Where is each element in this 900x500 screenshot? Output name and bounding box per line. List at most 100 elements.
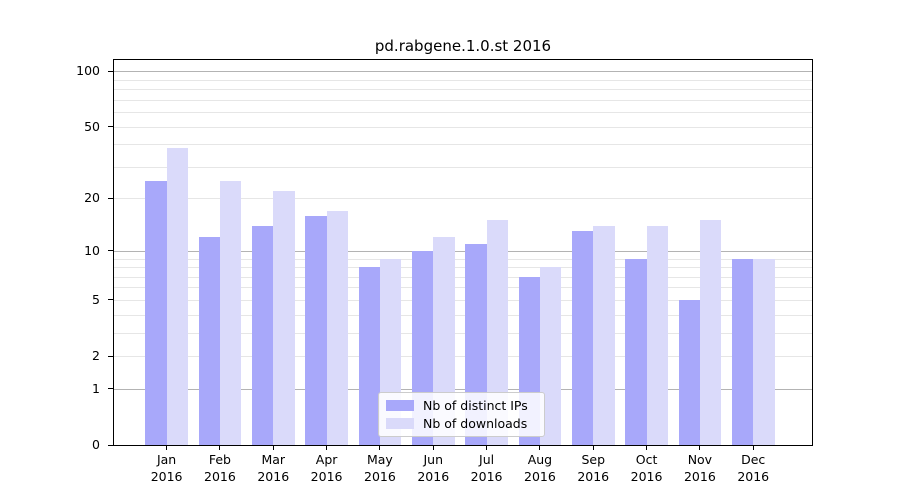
y-tick-50 (108, 126, 113, 128)
gridline-major-10 (114, 250, 812, 252)
plot-area (113, 59, 813, 446)
x-tick-sep (592, 446, 594, 450)
y-tick-20 (108, 197, 113, 199)
gridline-minor-4 (114, 314, 812, 316)
y-tick-label-20: 20 (84, 190, 100, 206)
x-tick-label-mar: Mar 2016 (245, 451, 301, 485)
gridline-minor-3 (114, 332, 812, 334)
y-tick-2 (108, 355, 113, 357)
bar-nb-of-distinct-ips-apr (305, 215, 327, 445)
gridline-minor-50 (114, 126, 812, 128)
bar-nb-of-downloads-feb (219, 181, 242, 445)
legend-entry-downloads: Nb of downloads (386, 416, 544, 431)
x-tick-label-nov: Nov 2016 (672, 451, 728, 485)
x-tick-year-apr: 2016 (310, 469, 343, 484)
y-tick-label-1: 1 (92, 380, 100, 396)
x-tick-label-oct: Oct 2016 (619, 451, 675, 485)
bar-nb-of-distinct-ips-jan (145, 181, 167, 445)
bar-nb-of-downloads-jan (166, 148, 188, 445)
x-tick-year-sep: 2016 (577, 469, 610, 484)
x-tick-year-mar: 2016 (257, 469, 290, 484)
gridline-minor-70 (114, 99, 812, 101)
x-tick-month-aug: Aug (527, 452, 553, 467)
x-tick-month-nov: Nov (687, 452, 713, 467)
x-tick-year-dec: 2016 (737, 469, 770, 484)
x-tick-label-feb: Feb 2016 (192, 451, 248, 485)
x-tick-month-feb: Feb (208, 452, 231, 467)
y-tick-label-50: 50 (84, 118, 100, 134)
x-tick-apr (326, 446, 328, 450)
y-tick-label-10: 10 (84, 242, 100, 258)
x-tick-year-jan: 2016 (150, 469, 183, 484)
gridline-minor-30 (114, 166, 812, 168)
gridline-minor-80 (114, 89, 812, 91)
x-tick-label-jul: Jul 2016 (459, 451, 515, 485)
bar-nb-of-distinct-ips-oct (625, 258, 647, 445)
x-tick-jan (166, 446, 168, 450)
x-tick-aug (539, 446, 541, 450)
x-tick-year-nov: 2016 (683, 469, 716, 484)
gridline-minor-6 (114, 287, 812, 289)
x-tick-jun (432, 446, 434, 450)
x-tick-label-dec: Dec 2016 (725, 451, 781, 485)
bar-nb-of-distinct-ips-nov (678, 299, 700, 445)
x-tick-jul (486, 446, 488, 450)
legend-label-downloads: Nb of downloads (423, 416, 528, 431)
y-tick-label-5: 5 (92, 291, 100, 307)
gridline-minor-5 (114, 299, 812, 301)
gridline-minor-40 (114, 144, 812, 146)
legend-swatch-downloads (386, 418, 414, 429)
x-tick-month-oct: Oct (635, 452, 658, 467)
x-tick-mar (272, 446, 274, 450)
bar-nb-of-distinct-ips-sep (571, 231, 594, 445)
y-tick-5 (108, 299, 113, 301)
x-tick-year-oct: 2016 (630, 469, 663, 484)
bar-nb-of-distinct-ips-may (358, 267, 380, 445)
bar-nb-of-downloads-mar (273, 191, 295, 445)
legend: Nb of distinct IPs Nb of downloads (378, 392, 545, 437)
bar-nb-of-downloads-dec (753, 258, 775, 445)
x-tick-dec (752, 446, 754, 450)
bar-nb-of-downloads-nov (699, 220, 722, 445)
x-tick-year-jun: 2016 (417, 469, 450, 484)
y-tick-10 (108, 250, 113, 252)
y-tick-label-0: 0 (92, 437, 100, 452)
x-tick-feb (219, 446, 221, 450)
y-tick-label-100: 100 (76, 63, 100, 79)
x-tick-label-apr: Apr 2016 (299, 451, 355, 485)
x-tick-oct (646, 446, 648, 450)
gridline-minor-20 (114, 198, 812, 200)
x-tick-month-may: May (366, 452, 393, 467)
x-tick-nov (699, 446, 701, 450)
gridline-minor-90 (114, 79, 812, 81)
bar-nb-of-downloads-oct (646, 225, 668, 445)
gridline-major-100 (114, 71, 812, 73)
y-tick-0 (108, 444, 113, 446)
gridline-minor-7 (114, 276, 812, 278)
chart-title: pd.rabgene.1.0.st 2016 (374, 37, 552, 55)
gridline-minor-2 (114, 356, 812, 358)
x-tick-year-may: 2016 (364, 469, 396, 484)
bar-nb-of-distinct-ips-feb (198, 237, 220, 445)
bar-nb-of-distinct-ips-mar (251, 225, 274, 445)
x-tick-label-jun: Jun 2016 (405, 451, 461, 485)
bar-nb-of-downloads-apr (326, 210, 348, 445)
x-tick-year-jul: 2016 (470, 469, 503, 484)
x-tick-label-aug: Aug 2016 (512, 451, 568, 485)
x-tick-label-jan: Jan 2016 (139, 451, 195, 485)
x-tick-month-apr: Apr (315, 452, 338, 467)
x-tick-month-jun: Jun (423, 452, 444, 467)
x-tick-may (379, 446, 381, 450)
gridline-major-1 (114, 388, 812, 390)
gridline-minor-8 (114, 267, 812, 269)
x-tick-label-sep: Sep 2016 (565, 451, 621, 485)
bar-nb-of-downloads-aug (539, 267, 562, 445)
x-tick-month-jan: Jan (156, 452, 177, 467)
legend-label-distinct-ips: Nb of distinct IPs (423, 398, 528, 413)
bar-nb-of-downloads-jul (486, 220, 508, 445)
x-tick-month-jul: Jul (479, 452, 495, 467)
x-tick-year-feb: 2016 (204, 469, 236, 484)
legend-entry-distinct-ips: Nb of distinct IPs (386, 398, 544, 413)
bar-nb-of-downloads-sep (593, 225, 615, 445)
